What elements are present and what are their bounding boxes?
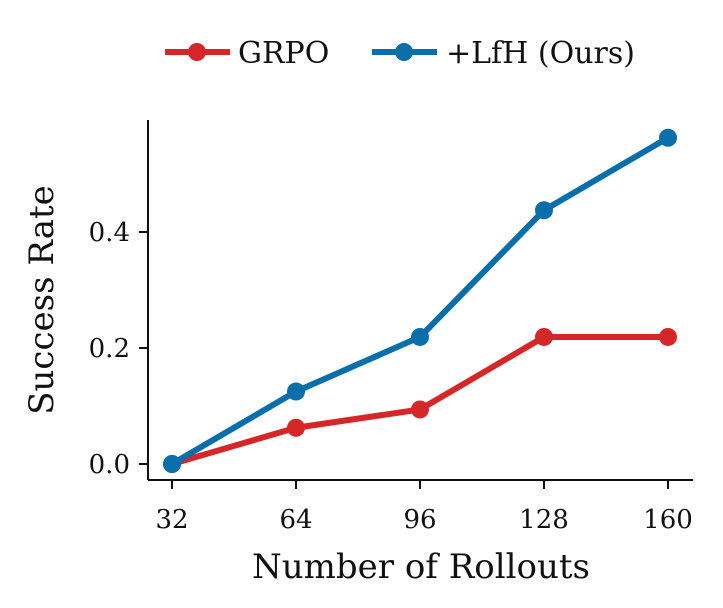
- data-point-grpo: [411, 400, 429, 419]
- data-point-lfh: [287, 382, 305, 401]
- y-ticks: 0.0 0.2 0.4: [89, 218, 148, 480]
- legend-marker-grpo: [188, 43, 206, 61]
- legend-marker-lfh: [395, 43, 413, 61]
- y-tick-label: 0.4: [89, 218, 130, 248]
- x-tick-label: 32: [155, 505, 188, 535]
- data-point-lfh: [659, 128, 677, 147]
- y-tick-label: 0.0: [89, 450, 130, 480]
- legend-label-grpo: GRPO: [238, 36, 329, 71]
- x-tick-label: 96: [403, 505, 436, 535]
- y-axis-title: Success Rate: [22, 185, 62, 415]
- data-point-lfh: [411, 327, 429, 346]
- data-point-lfh: [535, 201, 553, 220]
- x-tick-label: 160: [643, 505, 693, 535]
- legend: GRPO +LfH (Ours): [165, 36, 635, 71]
- legend-label-lfh: +LfH (Ours): [446, 36, 635, 71]
- x-tick-label: 128: [519, 505, 569, 535]
- series-layer: [163, 128, 677, 473]
- legend-item-lfh: +LfH (Ours): [372, 36, 635, 71]
- data-point-grpo: [535, 327, 553, 346]
- x-axis-title: Number of Rollouts: [252, 547, 590, 587]
- y-tick-label: 0.2: [89, 334, 130, 364]
- legend-item-grpo: GRPO: [165, 36, 329, 71]
- series-lfh: [163, 128, 677, 473]
- data-point-grpo: [287, 418, 305, 437]
- x-tick-label: 64: [279, 505, 312, 535]
- data-point-grpo: [659, 327, 677, 346]
- x-ticks: 32 64 96 128 160: [155, 480, 693, 535]
- series-grpo: [163, 327, 677, 473]
- data-point-lfh: [163, 455, 181, 473]
